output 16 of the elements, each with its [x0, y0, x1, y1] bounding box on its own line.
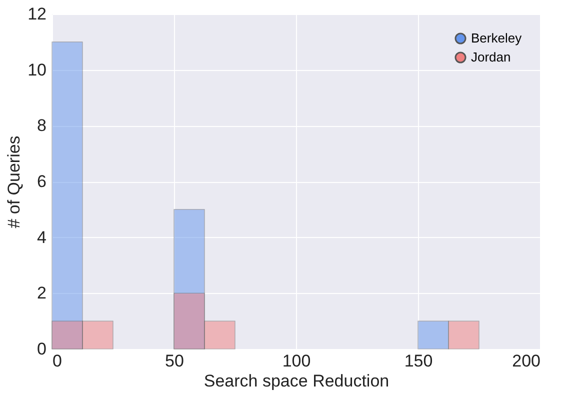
y-axis-title: # of Queries — [4, 136, 24, 228]
y-tick-label: 4 — [37, 228, 46, 247]
x-tick-label: 200 — [512, 352, 540, 370]
y-tick-label: 8 — [37, 116, 46, 136]
y-tick-label: 2 — [37, 284, 46, 303]
y-tick-label: 0 — [37, 340, 46, 358]
x-tick-label: 100 — [282, 352, 311, 370]
x-tick-label: 50 — [165, 352, 184, 370]
legend-label: Jordan — [471, 50, 511, 64]
x-tick-label: 150 — [404, 352, 433, 370]
y-tick-label: 6 — [37, 172, 46, 191]
x-tick-label: 0 — [52, 352, 62, 370]
y-tick-label: 12 — [28, 4, 46, 24]
y-tick-label: 10 — [28, 60, 46, 80]
x-axis-title: Search space Reduction — [204, 372, 390, 390]
legend-label: Berkeley — [471, 30, 522, 46]
